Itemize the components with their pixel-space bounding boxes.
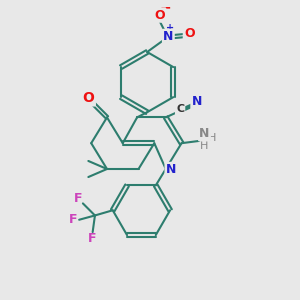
Text: O: O (184, 27, 195, 40)
Text: F: F (88, 232, 96, 245)
Text: C: C (176, 104, 184, 114)
Text: O: O (154, 8, 165, 22)
Text: N: N (166, 163, 176, 176)
Text: F: F (74, 192, 83, 205)
Text: −: − (159, 1, 171, 15)
Text: O: O (184, 27, 195, 40)
Text: O: O (83, 91, 94, 105)
Text: N: N (192, 95, 202, 108)
Text: N: N (163, 30, 173, 43)
Text: N: N (166, 163, 176, 176)
Text: N: N (163, 30, 173, 43)
Text: N: N (199, 127, 210, 140)
Text: H: H (200, 141, 209, 151)
Text: C: C (176, 104, 184, 114)
Text: +: + (166, 23, 174, 33)
Text: F: F (69, 213, 78, 226)
Text: O: O (83, 91, 94, 105)
Text: N: N (192, 95, 202, 108)
Text: O: O (154, 8, 165, 22)
Text: N: N (199, 127, 210, 140)
Text: H: H (208, 133, 216, 143)
